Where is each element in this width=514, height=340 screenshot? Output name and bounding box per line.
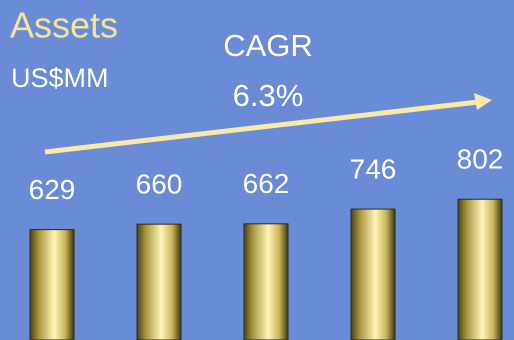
bar — [457, 198, 503, 340]
data-label: 662 — [243, 168, 290, 199]
chart-title: Assets — [10, 5, 118, 46]
trend-arrow — [44, 99, 479, 155]
bar — [136, 223, 182, 340]
bar — [29, 229, 75, 340]
arrow-head — [474, 93, 492, 110]
data-label: 629 — [29, 174, 76, 205]
data-label: 802 — [457, 144, 504, 175]
data-label: 746 — [350, 153, 397, 184]
annotation: 6.3% — [233, 78, 304, 113]
annotation: CAGR — [223, 28, 313, 63]
bar — [243, 223, 289, 340]
data-label: 660 — [136, 169, 183, 200]
chart-subtitle: US$MM — [11, 63, 109, 93]
bar — [350, 208, 396, 340]
